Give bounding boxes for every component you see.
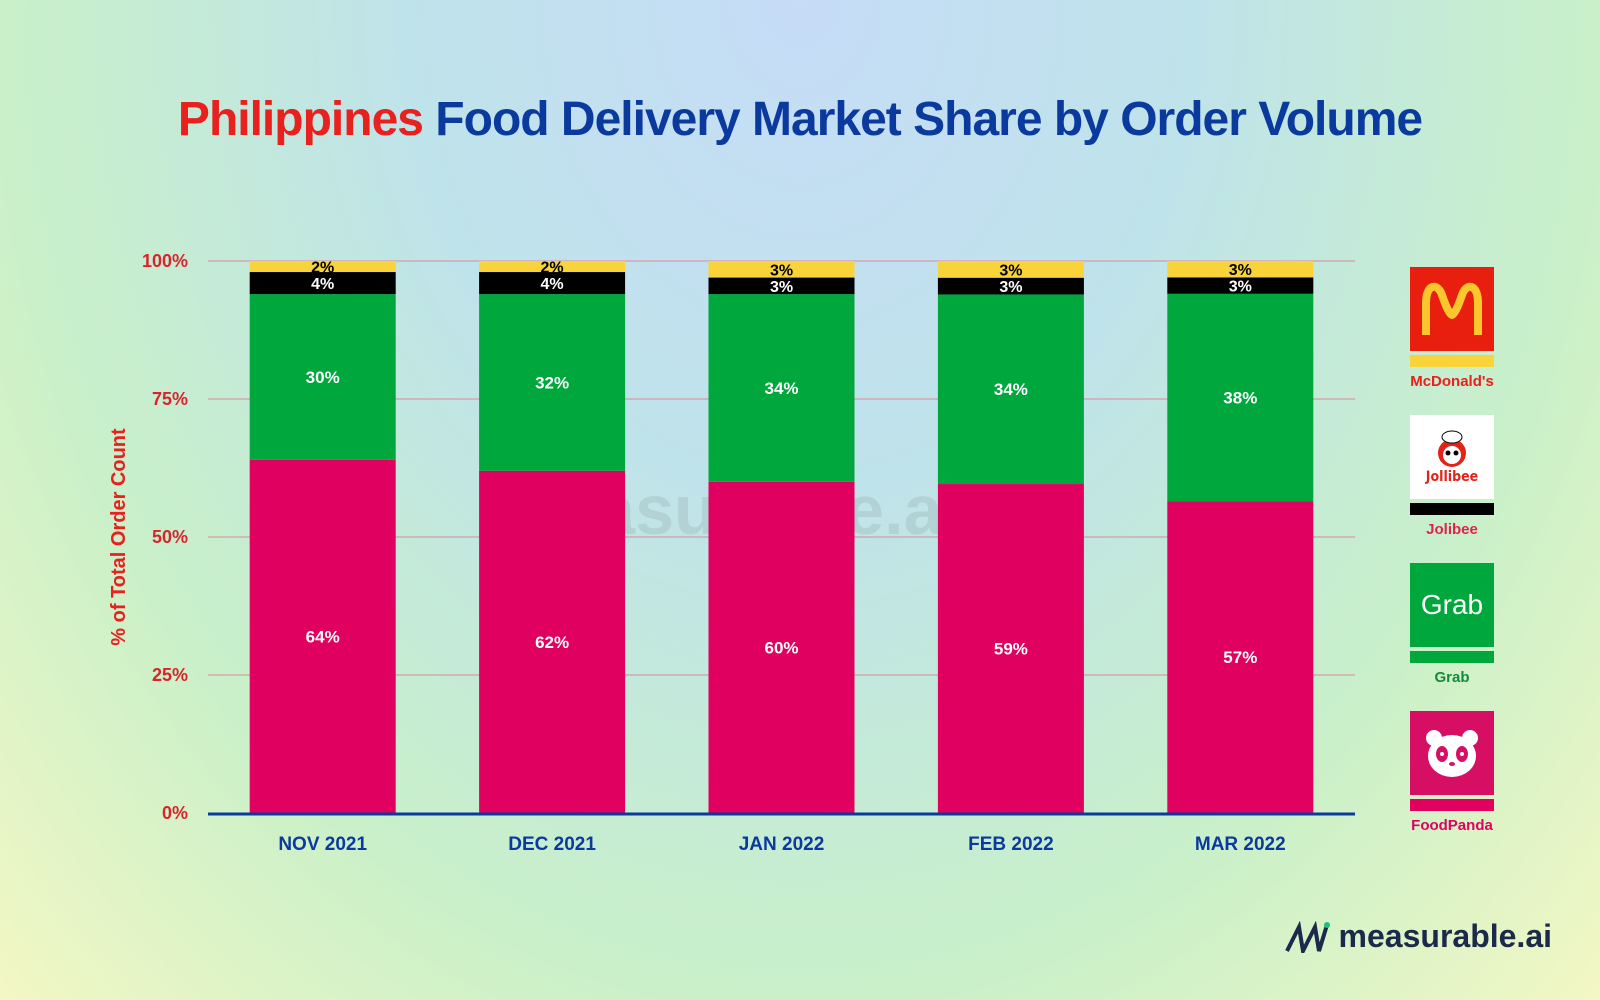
x-tick-label: FEB 2022: [968, 834, 1054, 855]
data-label: 4%: [311, 276, 334, 293]
data-label: 3%: [770, 262, 793, 279]
bar-segment-grab: [1167, 293, 1314, 502]
legend-swatch: [1410, 355, 1494, 367]
data-label: 3%: [1229, 262, 1252, 279]
legend-swatch: [1410, 503, 1494, 515]
bar-segment-grab: [937, 294, 1084, 485]
foodpanda-logo-icon: [1410, 711, 1494, 795]
bar-segment-mcdonalds: [937, 261, 1084, 278]
brand-logo: measurable.ai: [1284, 918, 1552, 955]
bar-segment-jolibee: [1167, 277, 1314, 294]
legend-swatch: [1410, 799, 1494, 811]
x-tick-label: JAN 2022: [739, 834, 825, 855]
data-label: 2%: [541, 260, 564, 277]
bar-segment-foodpanda: [708, 481, 855, 813]
bar-segment-grab: [249, 294, 396, 460]
chart-title: Philippines Food Delivery Market Share b…: [0, 92, 1600, 147]
bar-segment-mcdonalds: [479, 261, 626, 273]
x-tick-label: DEC 2021: [508, 834, 596, 855]
measurable-logo-icon: [1284, 920, 1330, 953]
data-label: 3%: [999, 262, 1022, 279]
y-axis-label: % of Total Order Count: [108, 428, 130, 646]
bar-segment-foodpanda: [1167, 501, 1314, 813]
y-tick-label: 25%: [152, 665, 188, 685]
data-label: 62%: [535, 633, 569, 652]
bar-segment-foodpanda: [937, 484, 1084, 813]
data-label: 4%: [541, 276, 564, 293]
bar-segment-mcdonalds: [708, 261, 855, 278]
y-tick-label: 50%: [152, 527, 188, 547]
jollibee-logo-icon: Jollibee: [1410, 415, 1494, 499]
bar-segment-jolibee: [479, 272, 626, 295]
legend-label: Jolibee: [1426, 521, 1478, 538]
data-label: 3%: [770, 279, 793, 296]
y-tick-label: 75%: [152, 389, 188, 409]
legend-item-foodpanda: FoodPanda: [1410, 711, 1494, 834]
data-label: 59%: [994, 640, 1028, 659]
x-tick-label: NOV 2021: [278, 834, 367, 855]
bar-segment-grab: [479, 294, 626, 471]
data-label: 3%: [1229, 279, 1252, 296]
legend-label: Grab: [1434, 669, 1470, 686]
data-label: 64%: [306, 627, 340, 646]
mcdonalds-logo-icon: [1410, 267, 1494, 351]
y-tick-label: 0%: [162, 803, 188, 823]
data-label: 34%: [994, 380, 1028, 399]
bar-segment-foodpanda: [479, 470, 626, 813]
data-label: 3%: [999, 279, 1022, 296]
title-country: Philippines: [177, 93, 424, 146]
data-label: 32%: [535, 373, 569, 392]
bar-segment-mcdonalds: [1167, 261, 1314, 278]
grab-logo-icon: Grab: [1410, 563, 1494, 647]
legend-item-mcdonalds: McDonald's: [1410, 267, 1494, 390]
bar-segment-jolibee: [708, 277, 855, 295]
data-label: 60%: [764, 638, 798, 657]
bar-segment-foodpanda: [249, 459, 396, 813]
x-tick-label: MAR 2022: [1195, 834, 1286, 855]
bar-segment-jolibee: [937, 277, 1084, 295]
legend-label: McDonald's: [1410, 373, 1494, 390]
bar-segment-jolibee: [249, 272, 396, 295]
legend-label: FoodPanda: [1411, 817, 1493, 834]
data-label: 30%: [306, 368, 340, 387]
y-tick-label: 100%: [142, 251, 188, 271]
data-label: 34%: [764, 379, 798, 398]
bar-segment-mcdonalds: [249, 261, 396, 273]
legend-item-grab: Grab Grab: [1410, 563, 1494, 686]
data-label: 57%: [1223, 648, 1257, 667]
data-label: 2%: [311, 260, 334, 277]
title-rest: Food Delivery Market Share by Order Volu…: [435, 93, 1423, 146]
bar-segment-grab: [708, 294, 855, 482]
legend-item-jolibee: Jollibee Jolibee: [1410, 415, 1494, 538]
legend-swatch: [1410, 651, 1494, 663]
data-label: 38%: [1223, 389, 1257, 408]
